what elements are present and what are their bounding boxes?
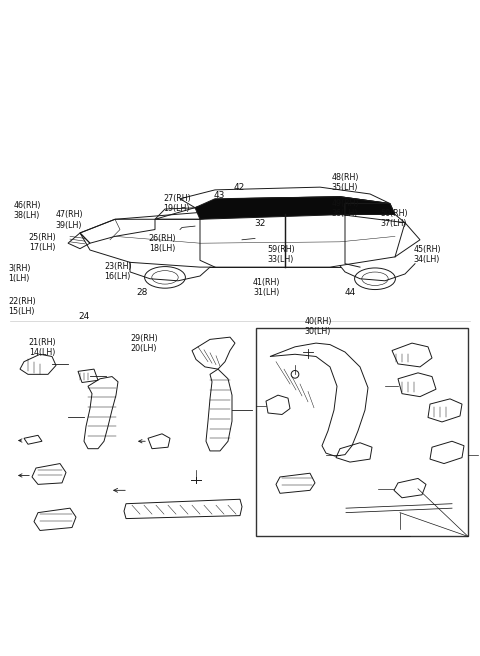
Text: 49(RH)
36(LH): 49(RH) 36(LH) — [331, 199, 359, 218]
Text: 24: 24 — [79, 312, 90, 321]
Text: 44: 44 — [345, 289, 356, 297]
Text: 47(RH)
39(LH): 47(RH) 39(LH) — [55, 211, 83, 230]
Text: 46(RH)
38(LH): 46(RH) 38(LH) — [13, 201, 41, 220]
Text: 22(RH)
15(LH): 22(RH) 15(LH) — [9, 297, 36, 316]
Polygon shape — [345, 203, 395, 215]
Text: 40(RH)
30(LH): 40(RH) 30(LH) — [305, 317, 332, 336]
Text: 41(RH)
31(LH): 41(RH) 31(LH) — [253, 278, 280, 297]
Text: 43: 43 — [214, 192, 225, 201]
Bar — [256, 328, 468, 537]
Text: 29(RH)
20(LH): 29(RH) 20(LH) — [131, 334, 158, 353]
Text: 26(RH)
18(LH): 26(RH) 18(LH) — [149, 234, 177, 253]
Text: 25(RH)
17(LH): 25(RH) 17(LH) — [29, 233, 57, 252]
Text: 21(RH)
14(LH): 21(RH) 14(LH) — [29, 338, 57, 358]
Text: 3(RH)
1(LH): 3(RH) 1(LH) — [9, 264, 31, 283]
Text: 50(RH)
37(LH): 50(RH) 37(LH) — [381, 209, 408, 228]
Text: 23(RH)
16(LH): 23(RH) 16(LH) — [105, 262, 132, 281]
Text: 48(RH)
35(LH): 48(RH) 35(LH) — [331, 173, 359, 192]
Text: 59(RH)
33(LH): 59(RH) 33(LH) — [268, 245, 296, 264]
Polygon shape — [195, 197, 390, 219]
Text: 32: 32 — [254, 219, 266, 228]
Text: 45(RH)
34(LH): 45(RH) 34(LH) — [414, 245, 442, 264]
Text: 27(RH)
19(LH): 27(RH) 19(LH) — [163, 194, 191, 213]
Text: 42: 42 — [234, 183, 245, 192]
Text: 28: 28 — [136, 288, 148, 297]
